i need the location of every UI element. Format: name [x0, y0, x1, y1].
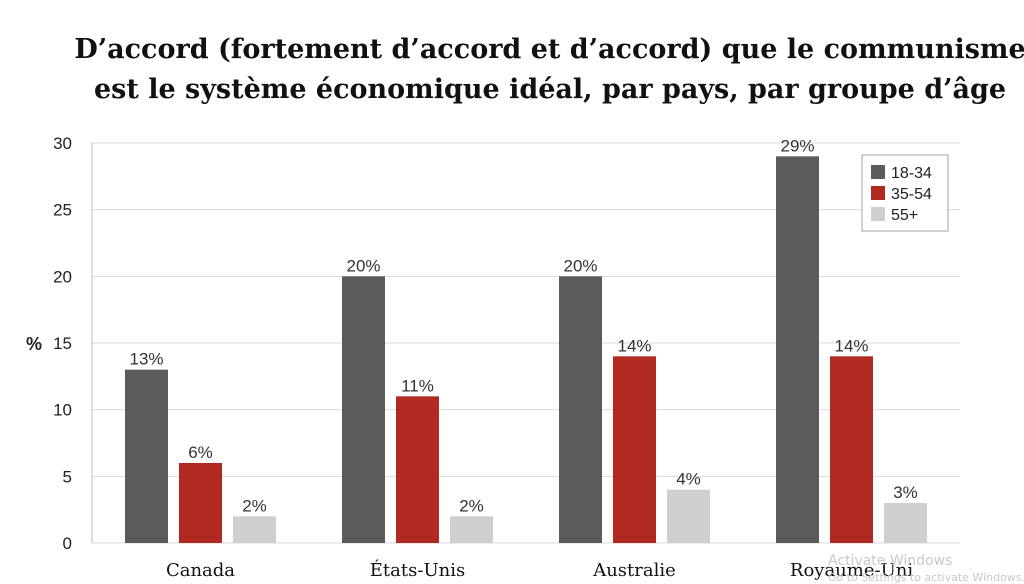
legend-label-55+: 55+ — [891, 207, 918, 224]
bar-Australie-18-34 — [559, 276, 602, 543]
bar-États-Unis-18-34 — [342, 276, 385, 543]
y-tick-label-0: 0 — [63, 534, 72, 553]
bar-Australie-55+ — [667, 489, 710, 543]
legend-swatch-35-54 — [871, 186, 885, 200]
data-label-Canada-18-34: 13% — [129, 350, 163, 369]
data-label-Australie-35-54: 14% — [617, 336, 651, 355]
x-tick-label-Royaume-Uni: Royaume-Uni — [790, 560, 913, 581]
data-label-Australie-18-34: 20% — [563, 256, 597, 275]
chart-title-line-1: D’accord (fortement d’accord et d’accord… — [74, 34, 1024, 65]
bar-Canada-18-34 — [125, 369, 168, 543]
chart-title-line-2: est le système économique idéal, par pay… — [93, 74, 1007, 105]
y-tick-label-15: 15 — [53, 334, 72, 353]
bar-États-Unis-55+ — [450, 516, 493, 543]
data-label-États-Unis-55+: 2% — [459, 496, 484, 515]
y-tick-label-30: 30 — [53, 134, 72, 153]
data-label-Canada-35-54: 6% — [188, 443, 213, 462]
y-axis-label: % — [26, 334, 42, 354]
data-label-Royaume-Uni-35-54: 14% — [834, 336, 868, 355]
legend-label-18-34: 18-34 — [891, 165, 932, 182]
activate-windows-watermark: Activate Windows Go to Settings to activ… — [828, 553, 1024, 584]
watermark-subtitle: Go to Settings to activate Windows. — [828, 571, 1024, 584]
y-tick-label-20: 20 — [53, 267, 72, 286]
bar-Royaume-Uni-35-54 — [830, 356, 873, 543]
legend-swatch-18-34 — [871, 165, 885, 179]
data-label-Royaume-Uni-18-34: 29% — [780, 136, 814, 155]
legend-label-35-54: 35-54 — [891, 186, 932, 203]
data-label-États-Unis-18-34: 20% — [346, 256, 380, 275]
watermark-title: Activate Windows — [828, 553, 953, 569]
bar-Canada-55+ — [233, 516, 276, 543]
bar-Australie-35-54 — [613, 356, 656, 543]
legend-swatch-55+ — [871, 207, 885, 221]
bar-Canada-35-54 — [179, 463, 222, 543]
y-tick-label-10: 10 — [53, 401, 72, 420]
y-tick-label-5: 5 — [63, 467, 72, 486]
data-label-Royaume-Uni-55+: 3% — [893, 483, 918, 502]
chart-title: D’accord (fortement d’accord et d’accord… — [0, 30, 1024, 110]
bar-Royaume-Uni-55+ — [884, 503, 927, 543]
x-tick-label-Australie: Australie — [592, 560, 676, 581]
bar-États-Unis-35-54 — [396, 396, 439, 543]
data-label-Australie-55+: 4% — [676, 470, 701, 489]
x-tick-label-États-Unis: États-Unis — [370, 558, 465, 581]
data-label-Canada-55+: 2% — [242, 496, 267, 515]
data-label-États-Unis-35-54: 11% — [401, 376, 434, 395]
x-tick-label-Canada: Canada — [166, 560, 235, 581]
y-tick-label-25: 25 — [53, 201, 72, 220]
bar-Royaume-Uni-18-34 — [776, 156, 819, 544]
